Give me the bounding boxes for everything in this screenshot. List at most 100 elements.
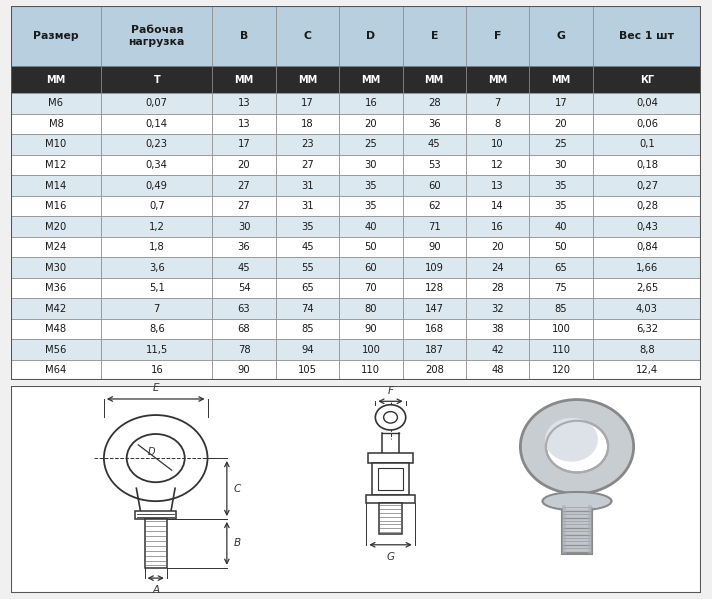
Circle shape <box>538 414 617 479</box>
Text: М30: М30 <box>46 262 66 273</box>
Bar <box>592 93 701 114</box>
Bar <box>592 360 701 380</box>
Bar <box>339 66 402 93</box>
Text: Размер: Размер <box>33 31 79 41</box>
Bar <box>592 134 701 155</box>
Text: 208: 208 <box>425 365 444 375</box>
Bar <box>592 258 701 278</box>
Bar <box>402 360 466 380</box>
Text: Вес 1 шт: Вес 1 шт <box>619 31 674 41</box>
Text: 85: 85 <box>555 304 567 314</box>
Text: 30: 30 <box>555 160 567 170</box>
Bar <box>212 360 276 380</box>
Bar <box>339 6 402 66</box>
Circle shape <box>533 410 622 484</box>
Bar <box>339 360 402 380</box>
Bar <box>276 216 339 237</box>
Text: 70: 70 <box>365 283 377 293</box>
Text: 65: 65 <box>555 262 567 273</box>
Text: 74: 74 <box>301 304 314 314</box>
Text: 53: 53 <box>428 160 441 170</box>
Text: 16: 16 <box>150 365 163 375</box>
Bar <box>11 360 101 380</box>
Circle shape <box>530 408 623 485</box>
Circle shape <box>526 404 628 489</box>
Text: 7: 7 <box>154 304 160 314</box>
Text: 187: 187 <box>424 344 444 355</box>
Bar <box>592 298 701 319</box>
Text: 40: 40 <box>365 222 377 232</box>
Text: М14: М14 <box>46 180 67 190</box>
Bar <box>212 319 276 340</box>
Text: 30: 30 <box>238 222 251 232</box>
Circle shape <box>529 407 625 486</box>
Bar <box>339 278 402 298</box>
Bar <box>11 319 101 340</box>
Bar <box>466 176 529 196</box>
Circle shape <box>545 420 609 473</box>
Text: 45: 45 <box>238 262 251 273</box>
Circle shape <box>537 413 617 480</box>
Text: 147: 147 <box>424 304 444 314</box>
Text: 0,14: 0,14 <box>146 119 168 129</box>
Text: 28: 28 <box>491 283 504 293</box>
Bar <box>101 298 212 319</box>
Bar <box>402 340 466 360</box>
Bar <box>339 93 402 114</box>
Bar <box>402 278 466 298</box>
Text: F: F <box>387 386 394 395</box>
Bar <box>276 114 339 134</box>
Text: 32: 32 <box>491 304 504 314</box>
Text: 5,1: 5,1 <box>149 283 164 293</box>
Text: 12: 12 <box>491 160 504 170</box>
Bar <box>402 196 466 216</box>
Text: 13: 13 <box>491 180 504 190</box>
Bar <box>11 258 101 278</box>
Text: 100: 100 <box>552 324 570 334</box>
Bar <box>402 216 466 237</box>
Ellipse shape <box>544 493 609 509</box>
Bar <box>11 176 101 196</box>
Bar <box>101 340 212 360</box>
Text: 24: 24 <box>491 262 504 273</box>
Text: 20: 20 <box>491 242 504 252</box>
Bar <box>11 66 101 93</box>
Text: М24: М24 <box>46 242 67 252</box>
Bar <box>212 114 276 134</box>
Text: 50: 50 <box>555 242 567 252</box>
Text: М20: М20 <box>46 222 67 232</box>
Bar <box>276 196 339 216</box>
Text: 16: 16 <box>365 98 377 108</box>
Text: D: D <box>366 31 375 41</box>
Bar <box>339 298 402 319</box>
Bar <box>466 258 529 278</box>
Text: 40: 40 <box>555 222 567 232</box>
Circle shape <box>384 412 397 423</box>
Bar <box>402 319 466 340</box>
Bar <box>529 66 592 93</box>
Text: 0,23: 0,23 <box>146 140 168 150</box>
Bar <box>276 6 339 66</box>
Bar <box>101 278 212 298</box>
Text: 90: 90 <box>428 242 441 252</box>
Bar <box>212 237 276 258</box>
Text: КГ: КГ <box>640 74 654 84</box>
Text: B: B <box>234 539 241 548</box>
Text: 55: 55 <box>301 262 314 273</box>
Bar <box>11 298 101 319</box>
Bar <box>529 360 592 380</box>
Bar <box>212 176 276 196</box>
Bar <box>339 319 402 340</box>
Bar <box>11 237 101 258</box>
Text: 38: 38 <box>491 324 504 334</box>
Bar <box>529 155 592 176</box>
Bar <box>101 66 212 93</box>
Bar <box>276 298 339 319</box>
Text: 23: 23 <box>301 140 314 150</box>
Bar <box>276 134 339 155</box>
Text: D: D <box>147 447 155 457</box>
Bar <box>101 258 212 278</box>
Text: 0,7: 0,7 <box>149 201 164 211</box>
Text: 4,03: 4,03 <box>636 304 658 314</box>
Circle shape <box>542 418 612 476</box>
